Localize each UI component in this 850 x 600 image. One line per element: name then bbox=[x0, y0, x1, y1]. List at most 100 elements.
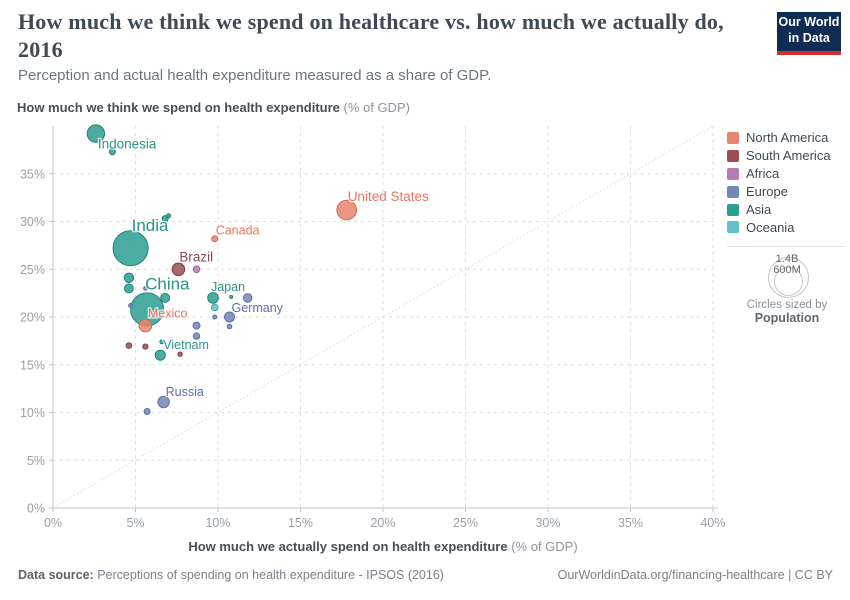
y-axis-title: How much we think we spend on health exp… bbox=[17, 100, 410, 115]
country-label: India bbox=[132, 216, 169, 235]
bubble[interactable] bbox=[210, 303, 219, 312]
country-labels: India China United States Indonesia Brazil Me… bbox=[97, 135, 431, 400]
bubble[interactable] bbox=[143, 408, 151, 415]
bubble[interactable] bbox=[212, 314, 218, 320]
y-tick-label: 20% bbox=[20, 311, 45, 325]
data-source-label: Data source: bbox=[18, 568, 94, 582]
legend-item-africa[interactable]: Africa bbox=[727, 165, 847, 183]
size-legend-caption: Circles sized by bbox=[746, 299, 828, 311]
y-axis-title-main: How much we think we spend on health exp… bbox=[17, 100, 340, 115]
bubble[interactable] bbox=[166, 213, 171, 219]
legend-label: Oceania bbox=[746, 219, 795, 235]
bubble[interactable] bbox=[159, 339, 165, 345]
y-tick-label: 5% bbox=[27, 454, 45, 468]
bubble[interactable] bbox=[108, 148, 116, 156]
y-tick-label: 25% bbox=[20, 263, 45, 277]
bubble-japan[interactable] bbox=[207, 292, 219, 304]
y-tick-label: 35% bbox=[20, 167, 45, 181]
size-legend-inner-circle bbox=[774, 267, 803, 296]
bubble[interactable] bbox=[123, 283, 134, 294]
y-tick-label: 15% bbox=[20, 358, 45, 372]
x-tick-label: 5% bbox=[126, 516, 144, 530]
bubble[interactable] bbox=[192, 321, 201, 330]
tick-labels: 0% 5% 10% 15% 20% 25% 30% 35% 40% 0% 5% 10% 15% 20% 25… bbox=[20, 167, 726, 530]
chart-footer: Data source: Perceptions of spending on … bbox=[18, 568, 833, 582]
data-source: Data source: Perceptions of spending on … bbox=[18, 568, 444, 582]
y-tick-label: 30% bbox=[20, 215, 45, 229]
legend-swatch-oceania bbox=[727, 221, 739, 234]
bubble[interactable] bbox=[142, 343, 149, 350]
bubble[interactable] bbox=[123, 272, 135, 283]
bubble-canada[interactable] bbox=[211, 235, 219, 243]
y-tick-label: 0% bbox=[27, 502, 45, 516]
legend-label: Europe bbox=[746, 184, 788, 200]
country-label: United States bbox=[348, 189, 429, 204]
bubble-united-states[interactable] bbox=[336, 199, 358, 221]
country-label: Mexico bbox=[148, 307, 188, 321]
axes bbox=[49, 126, 718, 512]
chart-subtitle: Perception and actual health expenditure… bbox=[18, 67, 492, 84]
bubble-germany[interactable] bbox=[224, 311, 235, 323]
x-tick-label: 15% bbox=[288, 516, 313, 530]
legend-swatch-south_america bbox=[727, 149, 739, 162]
x-tick-label: 10% bbox=[205, 516, 230, 530]
legend-item-south_america[interactable]: South America bbox=[727, 147, 847, 165]
x-tick-label: 35% bbox=[618, 516, 643, 530]
x-tick-label: 0% bbox=[44, 516, 62, 530]
bubble[interactable] bbox=[128, 303, 134, 308]
x-axis-title: How much we actually spend on health exp… bbox=[188, 539, 577, 554]
x-tick-label: 40% bbox=[700, 516, 725, 530]
owid-logo-line1: Our World bbox=[778, 15, 840, 29]
bubble[interactable] bbox=[192, 265, 201, 274]
legend-divider bbox=[727, 246, 845, 247]
bubble-brazil[interactable] bbox=[171, 262, 186, 277]
bubble[interactable] bbox=[160, 292, 171, 303]
legend-label: Asia bbox=[746, 202, 772, 217]
bubble-indonesia[interactable] bbox=[86, 124, 106, 143]
country-label: Russia bbox=[166, 385, 204, 399]
legend-label: Africa bbox=[746, 166, 780, 182]
legend-item-asia[interactable]: Asia bbox=[727, 201, 847, 219]
x-tick-label: 30% bbox=[535, 516, 560, 530]
page-title: How much we think we spend on healthcare… bbox=[18, 9, 724, 63]
footer-link[interactable]: OurWorldinData.org/financing-healthcare … bbox=[557, 568, 833, 582]
x-tick-label: 25% bbox=[453, 516, 478, 530]
country-label: Canada bbox=[216, 224, 260, 238]
bubble[interactable] bbox=[226, 323, 233, 330]
bubble[interactable] bbox=[177, 351, 183, 357]
y-tick-label: 10% bbox=[20, 406, 45, 420]
country-label: Brazil bbox=[179, 249, 213, 264]
legend-swatch-asia bbox=[727, 203, 739, 216]
legend-label: South America bbox=[746, 148, 831, 164]
bubble[interactable] bbox=[229, 294, 234, 299]
y-axis-title-unit: (% of GDP) bbox=[339, 100, 410, 115]
country-label: Germany bbox=[232, 301, 284, 315]
country-label: China bbox=[145, 274, 190, 293]
size-legend-inner-value: 600M bbox=[773, 264, 801, 276]
size-legend-caption-bold: Population bbox=[754, 311, 820, 325]
bubble-vietnam[interactable] bbox=[154, 349, 166, 361]
country-label: Indonesia bbox=[98, 137, 157, 152]
bubbles bbox=[86, 124, 358, 415]
legend-swatch-africa bbox=[727, 167, 739, 180]
legend-swatch-europe bbox=[727, 185, 739, 198]
bubble-india[interactable] bbox=[112, 230, 149, 267]
owid-logo-line2: in Data bbox=[788, 30, 830, 45]
bubble[interactable] bbox=[143, 286, 148, 291]
size-legend-outer-value: 1.4B bbox=[775, 253, 799, 265]
x-tick-label: 20% bbox=[370, 516, 395, 530]
bubble-russia[interactable] bbox=[157, 395, 170, 409]
legend-item-europe[interactable]: Europe bbox=[727, 183, 847, 201]
bubble[interactable] bbox=[242, 293, 253, 303]
data-source-text: Perceptions of spending on health expend… bbox=[93, 568, 444, 582]
legend-item-oceania[interactable]: Oceania bbox=[727, 218, 847, 236]
bubble[interactable] bbox=[125, 342, 133, 349]
bubble-mexico[interactable] bbox=[138, 318, 153, 333]
legend-label: North America bbox=[746, 130, 829, 146]
bubble[interactable] bbox=[192, 332, 201, 340]
owid-logo[interactable]: Our World in Data bbox=[777, 12, 841, 55]
legend-swatch-north_america bbox=[727, 131, 739, 144]
legend-item-north_america[interactable]: North America bbox=[727, 129, 847, 147]
